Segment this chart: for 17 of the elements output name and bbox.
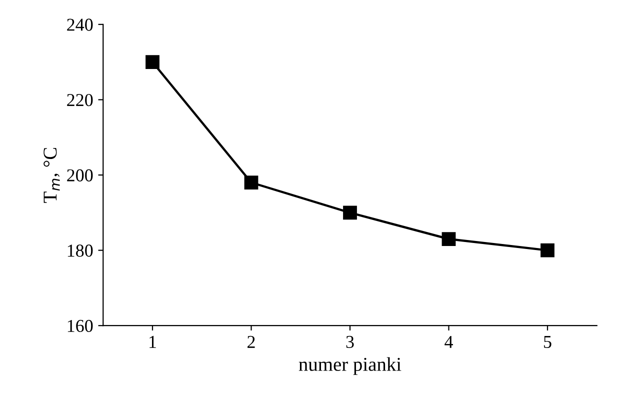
point xyxy=(343,206,357,220)
x-tick-label: 2 xyxy=(248,336,255,348)
point xyxy=(540,243,554,258)
y-tick-label: 240 xyxy=(67,18,93,31)
y-tick-label: 200 xyxy=(67,169,93,182)
x-tick-label: 4 xyxy=(444,336,453,348)
y-axis-title: T$_{m}$, °C xyxy=(44,148,60,203)
point xyxy=(146,55,160,70)
point xyxy=(244,176,258,190)
point xyxy=(442,232,456,246)
x-tick-label: 1 xyxy=(150,336,156,348)
y-tick-label: 180 xyxy=(68,244,93,257)
y-tick-label: 160 xyxy=(68,320,93,332)
x-axis-title: numer pianki xyxy=(298,357,402,375)
y-tick-label: 220 xyxy=(67,94,93,106)
x-tick-label: 5 xyxy=(544,336,552,348)
x-tick-label: 3 xyxy=(346,336,354,348)
